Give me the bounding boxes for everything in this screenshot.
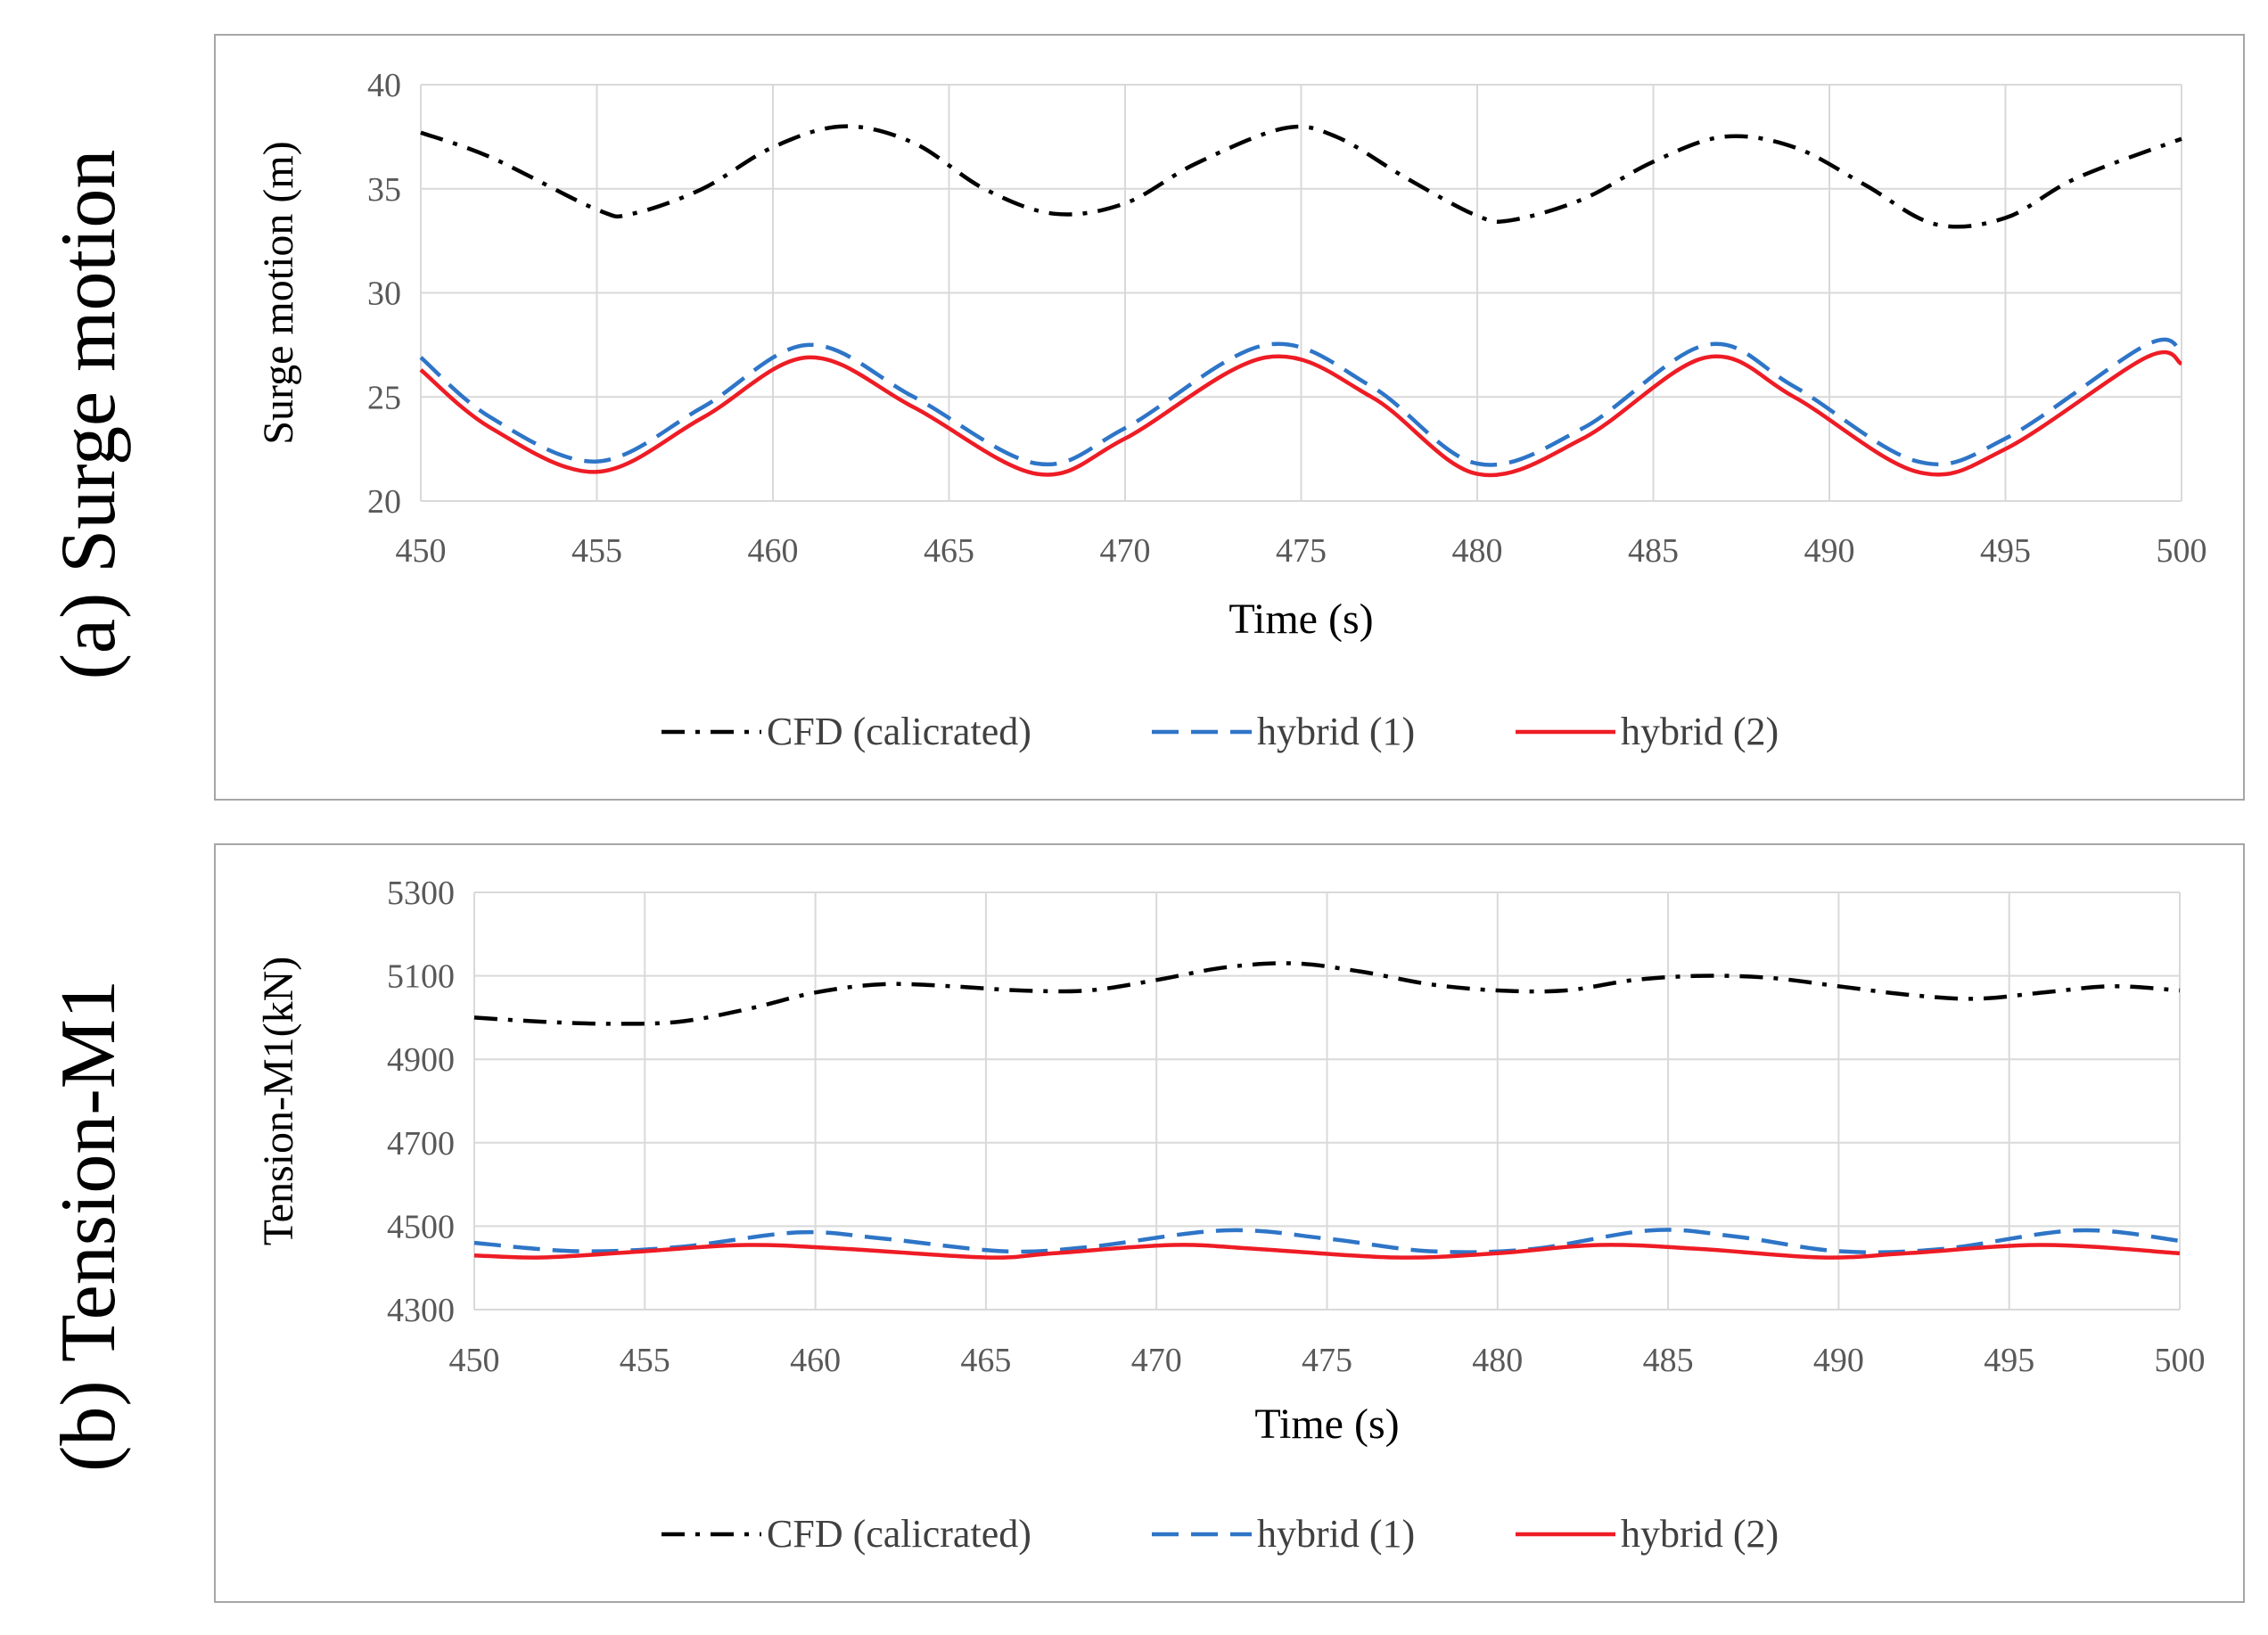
x-tick-label: 470 — [1131, 1342, 1182, 1379]
series-line-hybrid-1 — [419, 337, 2183, 467]
x-tick-label: 465 — [960, 1342, 1011, 1379]
surge-motion-chart: 450 455 460 465 470 475 480 485 490 495 500 20 25 30 3… — [255, 67, 2207, 753]
x-tick-label: 485 — [1643, 1342, 1694, 1379]
x-tick-label: 460 — [790, 1342, 841, 1379]
panel-a-label: (a) Surge motion — [45, 149, 132, 680]
x-tick-label: 490 — [1804, 532, 1855, 570]
panel-b-label: (b) Tension-M1 — [45, 980, 132, 1472]
y-tick-label: 4300 — [387, 1292, 455, 1329]
chart-panel-b: 450 455 460 465 470 475 480 485 490 495 500 4300 450… — [214, 843, 2245, 1603]
x-tick-label: 475 — [1302, 1342, 1352, 1379]
x-tick-label: 475 — [1276, 532, 1327, 570]
x-tick-label: 495 — [1984, 1342, 2034, 1379]
legend-label: CFD (calicrated) — [767, 710, 1031, 753]
legend-label: hybrid (1) — [1257, 710, 1415, 753]
series-line-hybrid-2 — [419, 349, 2183, 478]
legend-label: CFD (calicrated) — [767, 1512, 1031, 1556]
x-tick-label: 460 — [748, 532, 799, 570]
y-axis-title: Surge motion (m) — [255, 141, 302, 444]
legend-label: hybrid (2) — [1621, 710, 1779, 753]
y-tick-label: 40 — [367, 67, 401, 104]
y-tick-label: 5300 — [387, 875, 455, 912]
x-tick-label: 490 — [1813, 1342, 1864, 1379]
x-tick-label: 495 — [1980, 532, 2031, 570]
y-tick-label: 30 — [367, 275, 401, 313]
y-tick-label: 35 — [367, 171, 401, 209]
x-tick-label: 455 — [620, 1342, 670, 1379]
y-tick-label: 20 — [367, 483, 401, 521]
x-tick-label: 455 — [571, 532, 622, 570]
chart-panel-a: 450 455 460 465 470 475 480 485 490 495 500 20 25 30 3… — [214, 34, 2245, 801]
x-tick-label: 485 — [1628, 532, 1679, 570]
x-tick-label: 500 — [2157, 532, 2207, 570]
series-line-hybrid-1 — [473, 1228, 2181, 1255]
x-tick-label: 450 — [449, 1342, 500, 1379]
x-axis-title: Time (s) — [1254, 1401, 1399, 1448]
series-line-cfd — [420, 124, 2182, 229]
y-tick-label: 4500 — [387, 1208, 455, 1245]
y-tick-label: 5100 — [387, 958, 455, 996]
x-tick-label: 480 — [1452, 532, 1503, 570]
series-line-hybrid-2 — [473, 1243, 2181, 1260]
tension-m1-chart: 450 455 460 465 470 475 480 485 490 495 500 4300 450… — [255, 875, 2206, 1556]
y-axis-title: Tension-M1(kN) — [255, 957, 302, 1246]
y-tick-label: 4700 — [387, 1125, 455, 1163]
x-tick-label: 480 — [1472, 1342, 1523, 1379]
x-tick-label: 500 — [2155, 1342, 2206, 1379]
series-line-cfd — [473, 961, 2181, 1026]
y-tick-label: 4900 — [387, 1041, 455, 1079]
y-tick-label: 25 — [367, 379, 401, 416]
x-tick-label: 465 — [924, 532, 974, 570]
legend-label: hybrid (2) — [1621, 1512, 1779, 1556]
x-tick-label: 470 — [1100, 532, 1151, 570]
x-tick-label: 450 — [396, 532, 447, 570]
legend-label: hybrid (1) — [1257, 1512, 1415, 1556]
x-axis-title: Time (s) — [1228, 596, 1373, 643]
